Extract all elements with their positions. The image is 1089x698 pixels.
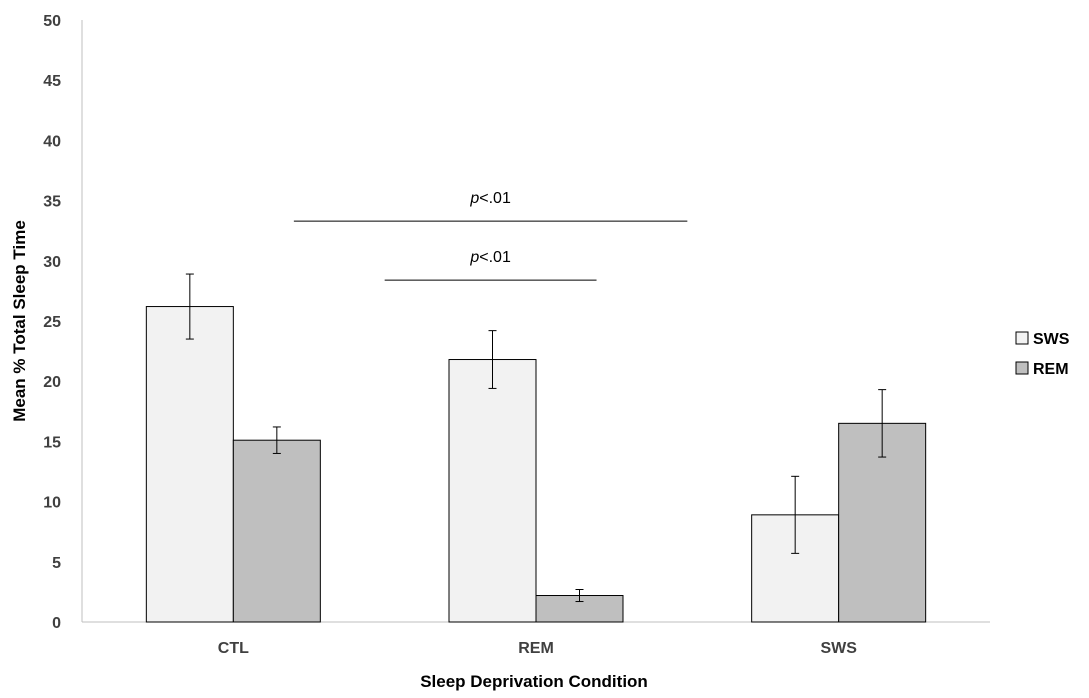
y-tick-label: 0	[52, 615, 61, 632]
x-tick-label: REM	[518, 640, 554, 657]
bar	[145, 306, 234, 623]
significance-label-italic: p	[469, 190, 479, 207]
significance-label: p<.01	[469, 249, 511, 266]
significance-label: p<.01	[469, 190, 511, 207]
y-tick-label: 10	[43, 495, 61, 512]
legend-label: REM	[1033, 361, 1069, 378]
x-axis-title: Sleep Deprivation Condition	[420, 672, 648, 691]
x-tick-label: SWS	[820, 640, 857, 657]
significance-label-rest: <.01	[479, 249, 511, 266]
y-tick-label: 50	[43, 13, 61, 30]
legend-swatch	[1015, 361, 1029, 375]
legend-label: SWS	[1033, 331, 1070, 348]
y-tick-label: 15	[43, 434, 61, 451]
y-axis-ticks: 0 5 10 15 20 25 30 35 40 45 50	[43, 13, 61, 632]
significance-label-rest: <.01	[479, 190, 511, 207]
legend: SWS REM	[1015, 331, 1070, 378]
bar	[448, 359, 537, 623]
x-tick-label: CTL	[218, 640, 249, 657]
y-tick-label: 20	[43, 374, 61, 391]
y-tick-label: 5	[52, 555, 61, 572]
y-tick-label: 35	[43, 194, 61, 211]
x-axis-ticks: CTL REM SWS	[218, 640, 857, 657]
significance-annotations: p<.01p<.01	[293, 190, 688, 281]
y-tick-label: 30	[43, 254, 61, 271]
bar	[232, 439, 321, 623]
y-tick-label: 40	[43, 133, 61, 150]
significance-label-italic: p	[469, 249, 479, 266]
y-tick-label: 25	[43, 314, 61, 331]
y-tick-label: 45	[43, 73, 61, 90]
error-bars	[185, 273, 887, 603]
y-axis-title: Mean % Total Sleep Time	[10, 220, 29, 422]
bars	[145, 306, 927, 623]
legend-swatch	[1015, 331, 1029, 345]
